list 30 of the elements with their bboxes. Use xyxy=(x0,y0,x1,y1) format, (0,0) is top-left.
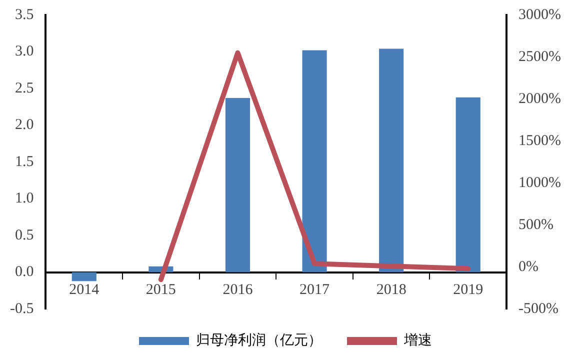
y2-tick-label: 2000% xyxy=(518,90,562,107)
y-tick-label: 3.0 xyxy=(14,44,34,60)
y2-tick-label: 500% xyxy=(518,216,554,233)
bar xyxy=(379,48,404,272)
y-tick-label: 0.5 xyxy=(14,227,34,244)
y-tick-label: -0.5 xyxy=(10,300,34,317)
bar xyxy=(302,50,327,272)
bar xyxy=(456,97,480,272)
x-tick-label: 2014 xyxy=(69,282,100,298)
y2-tick-label: 1500% xyxy=(518,132,562,149)
x-tick-label: 2019 xyxy=(453,282,484,298)
legend-label: 归母净利润（亿元） xyxy=(196,332,322,349)
y2-tick-label: 0% xyxy=(518,258,539,275)
bar xyxy=(225,98,250,272)
x-tick-label: 2015 xyxy=(146,282,176,298)
x-tick-label: 2017 xyxy=(300,282,330,298)
y-tick-label: 0.0 xyxy=(14,264,34,280)
y-tick-label: 2.0 xyxy=(14,117,34,134)
x-tick-label: 2018 xyxy=(376,282,406,298)
y-tick-label: 1.5 xyxy=(14,154,34,170)
y-tick-label: 1.0 xyxy=(14,190,34,207)
x-tick-label: 2016 xyxy=(222,282,254,298)
y2-tick-label: 1000% xyxy=(518,174,562,191)
y2-tick-label: 2500% xyxy=(518,48,562,65)
bar xyxy=(72,272,96,282)
legend-label: 增速 xyxy=(403,332,432,349)
y2-tick-label: -500% xyxy=(518,300,559,317)
y2-tick-label: 3000% xyxy=(518,6,562,23)
y-tick-label: 3.5 xyxy=(14,6,34,23)
y-tick-label: 2.5 xyxy=(14,80,34,96)
